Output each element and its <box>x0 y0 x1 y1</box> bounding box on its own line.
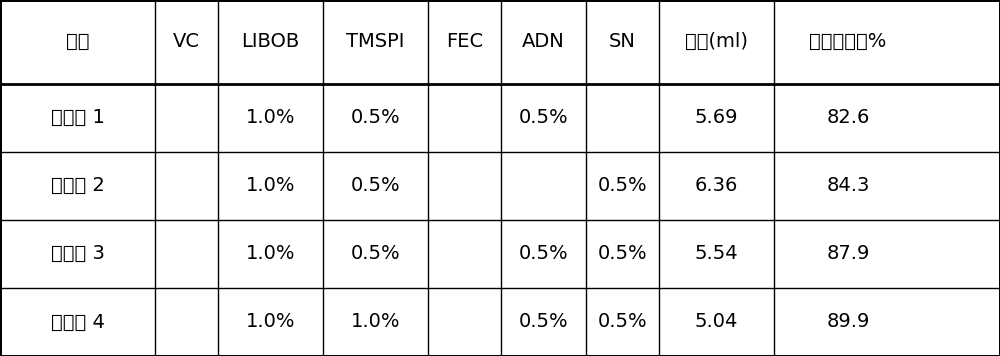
Text: SN: SN <box>609 32 636 51</box>
Text: 5.69: 5.69 <box>695 108 738 127</box>
Text: 1.0%: 1.0% <box>246 244 295 263</box>
Text: TMSPI: TMSPI <box>346 32 405 51</box>
Text: 0.5%: 0.5% <box>519 313 568 331</box>
Text: 1.0%: 1.0% <box>246 313 295 331</box>
Text: 产气(ml): 产气(ml) <box>685 32 748 51</box>
Text: 0.5%: 0.5% <box>519 108 568 127</box>
Text: 对比例 1: 对比例 1 <box>51 108 104 127</box>
Text: VC: VC <box>173 32 200 51</box>
Text: FEC: FEC <box>446 32 483 51</box>
Text: ADN: ADN <box>522 32 565 51</box>
Text: 对比例 2: 对比例 2 <box>51 176 104 195</box>
Text: LIBOB: LIBOB <box>241 32 300 51</box>
Text: 87.9: 87.9 <box>826 244 870 263</box>
Text: 82.6: 82.6 <box>826 108 870 127</box>
Text: 对比例 3: 对比例 3 <box>51 244 104 263</box>
Text: 5.54: 5.54 <box>695 244 738 263</box>
Text: 容量保持率%: 容量保持率% <box>809 32 887 51</box>
Text: 项目: 项目 <box>66 32 89 51</box>
Text: 89.9: 89.9 <box>826 313 870 331</box>
Text: 0.5%: 0.5% <box>519 244 568 263</box>
Text: 1.0%: 1.0% <box>351 313 400 331</box>
Text: 0.5%: 0.5% <box>351 108 400 127</box>
Text: 6.36: 6.36 <box>695 176 738 195</box>
Text: 0.5%: 0.5% <box>351 176 400 195</box>
Text: 0.5%: 0.5% <box>351 244 400 263</box>
Text: 0.5%: 0.5% <box>598 313 647 331</box>
Text: 0.5%: 0.5% <box>598 176 647 195</box>
Text: 对比例 4: 对比例 4 <box>51 313 104 331</box>
Text: 1.0%: 1.0% <box>246 176 295 195</box>
Text: 1.0%: 1.0% <box>246 108 295 127</box>
Text: 0.5%: 0.5% <box>598 244 647 263</box>
Text: 84.3: 84.3 <box>826 176 870 195</box>
Text: 5.04: 5.04 <box>695 313 738 331</box>
